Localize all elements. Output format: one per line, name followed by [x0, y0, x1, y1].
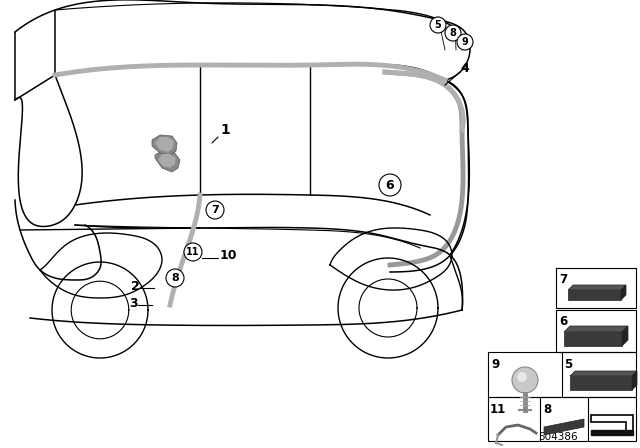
Text: 3: 3	[129, 297, 138, 310]
Circle shape	[206, 201, 224, 219]
Text: 2: 2	[131, 280, 140, 293]
Bar	[556, 268, 636, 308]
Circle shape	[379, 174, 401, 196]
Polygon shape	[570, 376, 632, 390]
Polygon shape	[564, 326, 628, 332]
Text: 8: 8	[171, 273, 179, 283]
Text: 9: 9	[461, 37, 468, 47]
Polygon shape	[158, 154, 176, 168]
Text: 5: 5	[435, 20, 442, 30]
Polygon shape	[632, 371, 637, 390]
Polygon shape	[564, 332, 622, 346]
Polygon shape	[570, 371, 637, 376]
Bar	[591, 430, 633, 435]
Text: 7: 7	[559, 273, 567, 286]
Polygon shape	[621, 285, 626, 300]
Text: 6: 6	[386, 178, 394, 191]
Polygon shape	[568, 290, 621, 300]
Text: 11: 11	[186, 247, 200, 257]
Text: 5: 5	[564, 358, 572, 371]
Polygon shape	[155, 137, 174, 152]
Polygon shape	[155, 151, 180, 172]
Text: 4: 4	[461, 61, 469, 74]
Polygon shape	[152, 135, 177, 155]
Text: 10: 10	[220, 249, 237, 262]
Circle shape	[184, 243, 202, 261]
Text: 9: 9	[491, 358, 499, 371]
Circle shape	[445, 25, 461, 41]
Bar	[488, 352, 636, 397]
Text: 7: 7	[211, 205, 219, 215]
Circle shape	[430, 17, 446, 33]
Text: 11: 11	[490, 403, 506, 416]
Text: 504386: 504386	[538, 432, 578, 442]
Polygon shape	[591, 415, 633, 435]
Bar	[488, 397, 636, 441]
Circle shape	[166, 269, 184, 287]
Text: 8: 8	[543, 403, 551, 416]
Text: 1: 1	[220, 123, 230, 137]
Circle shape	[457, 34, 473, 50]
Polygon shape	[622, 326, 628, 346]
Polygon shape	[544, 419, 584, 435]
Polygon shape	[568, 285, 626, 290]
Text: 8: 8	[449, 28, 456, 38]
Bar	[556, 310, 636, 352]
Text: 6: 6	[559, 315, 567, 328]
Circle shape	[512, 367, 538, 393]
Circle shape	[517, 372, 527, 382]
